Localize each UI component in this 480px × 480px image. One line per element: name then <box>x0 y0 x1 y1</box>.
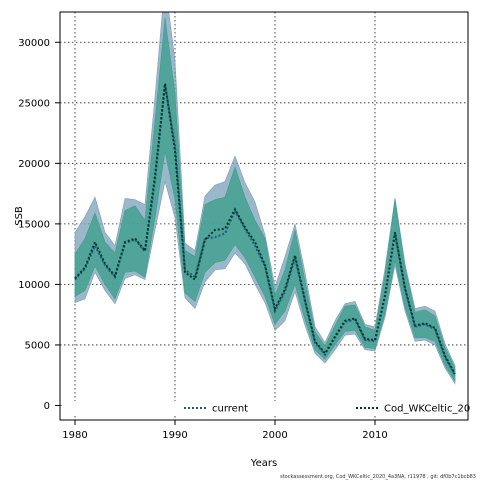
plot-frame <box>59 11 469 421</box>
x-tick-label: 1990 <box>162 430 187 441</box>
y-tick-label: 20000 <box>18 159 50 170</box>
x-tick-label: 2010 <box>362 430 387 441</box>
y-tick-label: 5000 <box>25 340 50 351</box>
x-tick-label: 2000 <box>262 430 287 441</box>
x-tick-label: 1980 <box>62 430 87 441</box>
y-tick-label: 10000 <box>18 280 50 291</box>
y-tick-label: 15000 <box>18 219 50 230</box>
legend-label-2: Cod_WKCeltic_20 <box>384 404 470 415</box>
legend-label-1: current <box>212 404 248 415</box>
legend-background <box>62 401 466 415</box>
y-tick-label: 25000 <box>18 98 50 109</box>
x-axis-label: Years <box>250 458 277 469</box>
axis-ticks: 1980 1990 2000 2010 0 5000 10000 15000 20000 2500… <box>18 38 388 441</box>
y-axis-label: SSB <box>14 206 25 226</box>
y-tick-label: 0 <box>44 401 50 412</box>
series-lines <box>74 83 456 376</box>
y-tick-label: 30000 <box>18 38 50 49</box>
legend: current Cod_WKCeltic_20 <box>62 401 470 415</box>
footer-credit: stockassessment.org, Cod_WKCeltic_2020_4… <box>280 474 476 480</box>
series-line-2 <box>74 83 456 375</box>
